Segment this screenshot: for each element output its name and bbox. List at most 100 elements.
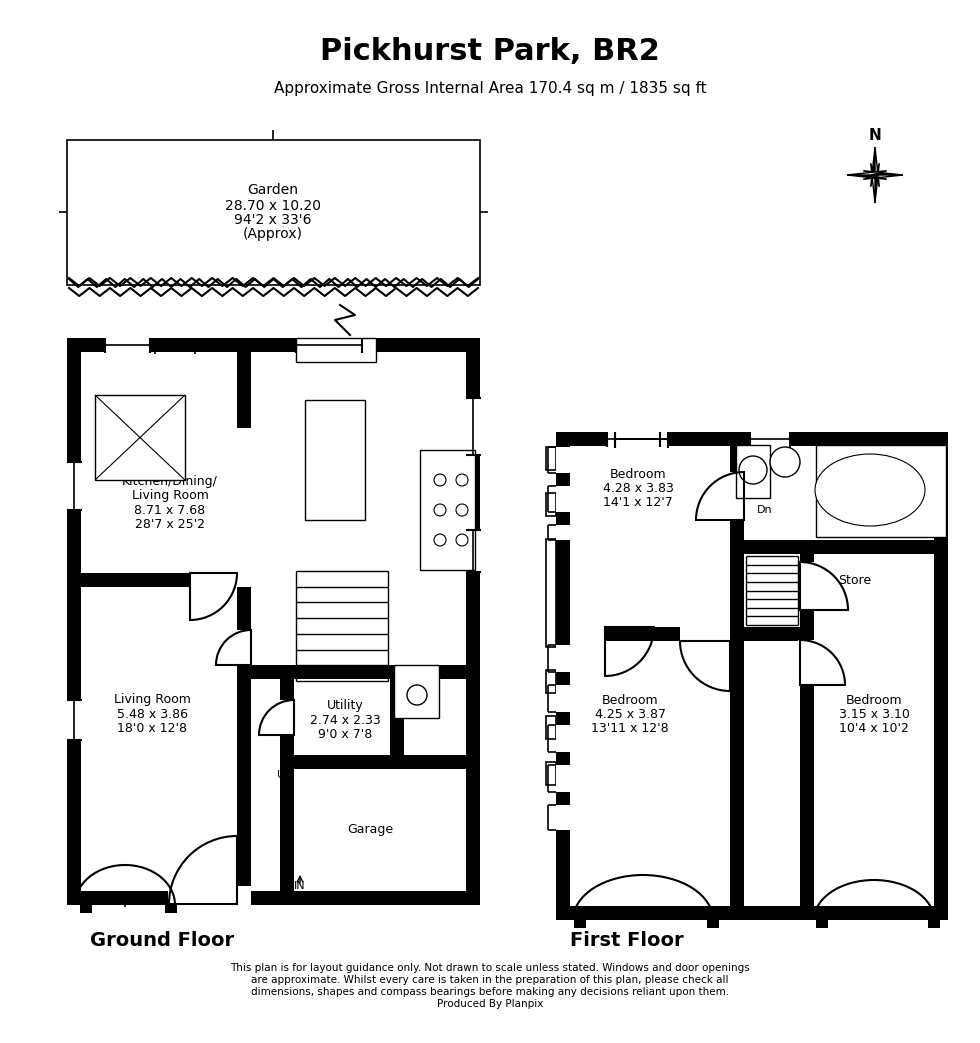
Bar bbox=[556, 627, 814, 641]
Text: are approximate. Whilst every care is taken in the preparation of this plan, ple: are approximate. Whilst every care is ta… bbox=[251, 975, 729, 985]
Bar bbox=[466, 338, 480, 905]
Bar bbox=[420, 450, 475, 571]
Bar bbox=[798, 640, 816, 685]
Polygon shape bbox=[875, 147, 879, 187]
Text: Pickhurst Park, BR2: Pickhurst Park, BR2 bbox=[320, 38, 660, 67]
Text: 94'2 x 33'6: 94'2 x 33'6 bbox=[234, 213, 312, 227]
Text: Garage: Garage bbox=[347, 824, 393, 836]
Text: N: N bbox=[868, 127, 881, 143]
Polygon shape bbox=[870, 163, 875, 203]
Polygon shape bbox=[875, 163, 879, 203]
Bar bbox=[67, 700, 83, 739]
Text: First Floor: First Floor bbox=[570, 930, 684, 949]
Circle shape bbox=[770, 447, 800, 477]
Bar bbox=[296, 336, 362, 351]
Bar bbox=[67, 338, 237, 351]
Bar bbox=[556, 432, 948, 446]
Text: 9'0 x 7'8: 9'0 x 7'8 bbox=[318, 728, 372, 741]
Text: Garden: Garden bbox=[248, 183, 299, 197]
Text: Up: Up bbox=[277, 770, 293, 780]
Bar bbox=[556, 906, 948, 920]
Bar bbox=[736, 445, 770, 498]
Bar bbox=[728, 472, 746, 520]
Bar bbox=[556, 486, 570, 512]
Bar bbox=[680, 623, 730, 641]
Bar bbox=[615, 430, 668, 446]
Bar bbox=[556, 525, 570, 540]
Polygon shape bbox=[847, 175, 887, 179]
Bar bbox=[556, 447, 570, 472]
Circle shape bbox=[434, 534, 446, 545]
Bar bbox=[466, 530, 482, 572]
Text: 14'1 x 12'7: 14'1 x 12'7 bbox=[603, 495, 673, 509]
Text: Utility: Utility bbox=[326, 700, 364, 712]
Circle shape bbox=[407, 685, 427, 705]
Text: 28.70 x 10.20: 28.70 x 10.20 bbox=[225, 199, 321, 213]
Bar bbox=[280, 665, 294, 905]
Text: 10'4 x 10'2: 10'4 x 10'2 bbox=[839, 722, 908, 734]
Text: Approximate Gross Internal Area 170.4 sq m / 1835 sq ft: Approximate Gross Internal Area 170.4 sq… bbox=[273, 80, 707, 96]
Bar bbox=[190, 569, 251, 587]
Bar bbox=[816, 916, 828, 928]
Bar bbox=[934, 432, 948, 920]
Bar bbox=[168, 886, 251, 905]
Bar bbox=[750, 430, 790, 446]
Bar bbox=[546, 715, 556, 739]
Bar bbox=[67, 338, 155, 351]
Polygon shape bbox=[863, 171, 903, 175]
Text: Bedroom: Bedroom bbox=[846, 694, 903, 706]
Bar bbox=[816, 445, 946, 537]
Text: 28'7 x 25'2: 28'7 x 25'2 bbox=[135, 517, 205, 531]
Text: dimensions, shapes and compass bearings before making any decisions reliant upon: dimensions, shapes and compass bearings … bbox=[251, 987, 729, 997]
Bar bbox=[546, 670, 556, 693]
Text: Produced By Planpix: Produced By Planpix bbox=[437, 999, 543, 1009]
Circle shape bbox=[434, 474, 446, 486]
Polygon shape bbox=[863, 175, 903, 179]
Bar bbox=[730, 432, 744, 920]
Circle shape bbox=[739, 456, 767, 484]
Text: This plan is for layout guidance only. Not drawn to scale unless stated. Windows: This plan is for layout guidance only. N… bbox=[230, 963, 750, 973]
Bar bbox=[556, 685, 570, 712]
Bar bbox=[730, 540, 948, 554]
Bar bbox=[305, 401, 365, 520]
Bar bbox=[278, 700, 296, 735]
Text: Bedroom: Bedroom bbox=[602, 694, 659, 706]
Bar bbox=[67, 462, 83, 510]
Bar bbox=[67, 140, 480, 285]
Bar bbox=[280, 755, 480, 769]
Bar bbox=[67, 573, 251, 587]
Bar bbox=[546, 539, 556, 647]
Bar bbox=[237, 573, 251, 905]
Bar bbox=[296, 338, 376, 362]
Bar bbox=[546, 493, 556, 516]
Bar bbox=[165, 901, 177, 913]
Bar bbox=[95, 395, 185, 480]
Text: 18'0 x 12'8: 18'0 x 12'8 bbox=[117, 722, 187, 734]
Bar bbox=[570, 623, 605, 641]
Bar bbox=[556, 645, 570, 672]
Bar bbox=[67, 338, 81, 905]
Bar bbox=[707, 916, 719, 928]
Bar bbox=[105, 336, 150, 351]
Ellipse shape bbox=[815, 454, 925, 526]
Bar bbox=[280, 665, 480, 679]
Text: 4.25 x 3.87: 4.25 x 3.87 bbox=[595, 707, 665, 721]
Text: 5.48 x 3.86: 5.48 x 3.86 bbox=[117, 707, 187, 721]
Text: Kitchen/Dining/: Kitchen/Dining/ bbox=[122, 476, 218, 488]
Bar bbox=[546, 447, 556, 470]
Text: Dn: Dn bbox=[758, 505, 773, 515]
Bar bbox=[237, 665, 294, 679]
Polygon shape bbox=[847, 171, 887, 175]
Text: Ground Floor: Ground Floor bbox=[90, 930, 234, 949]
Bar bbox=[235, 630, 253, 665]
Bar bbox=[556, 432, 570, 920]
Bar bbox=[67, 338, 480, 351]
Text: Bedroom: Bedroom bbox=[610, 467, 666, 481]
Bar bbox=[280, 755, 294, 905]
Bar bbox=[195, 338, 237, 351]
Circle shape bbox=[456, 504, 468, 516]
Text: Store: Store bbox=[839, 574, 871, 586]
Bar bbox=[574, 916, 586, 928]
Bar bbox=[928, 916, 940, 928]
Text: 3.15 x 3.10: 3.15 x 3.10 bbox=[839, 707, 909, 721]
